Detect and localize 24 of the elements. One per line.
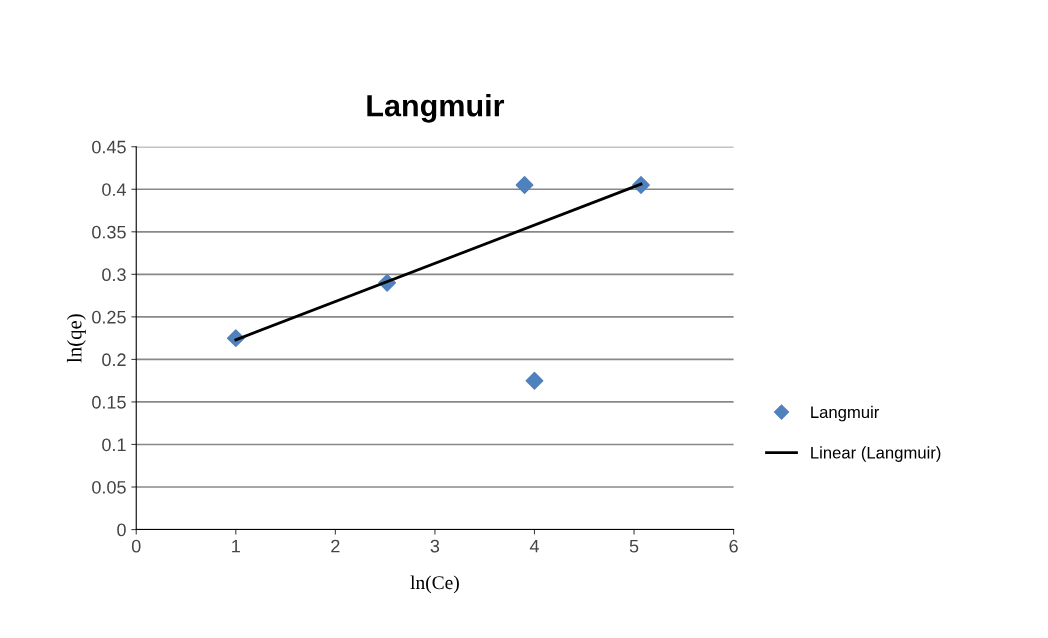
chart-title: Langmuir [367,94,505,123]
y-tick-label: 0.2 [102,353,126,367]
x-tick-label: 6 [729,539,738,553]
y-tick-label: 0.4 [102,183,126,196]
y-axis-title: ln(qe) [66,314,86,363]
y-tick-label: 0.1 [102,438,126,452]
y-tick-label: 0.35 [92,225,126,239]
y-tick-label: 0 [117,523,126,537]
legend-label: Langmuir [811,405,880,422]
y-tick-label: 0.15 [92,395,126,409]
x-tick-label: 3 [430,539,440,553]
x-tick-label: 1 [232,539,240,553]
y-tick-label: 0.3 [102,268,126,282]
x-tick-label: 5 [629,539,639,553]
point [515,176,534,194]
y-tick-label: 0.25 [92,310,126,324]
x-tick-label: 4 [529,539,539,553]
x-tick-label: 2 [331,539,340,553]
point [525,371,544,390]
legend-label: Linear (Langmuir) [811,446,941,462]
x-tick-label: 0 [131,539,141,553]
x-axis-title: ln(Ce) [410,575,459,594]
y-tick-label: 0.45 [92,140,126,154]
y-tick-label: 0.05 [92,480,126,494]
